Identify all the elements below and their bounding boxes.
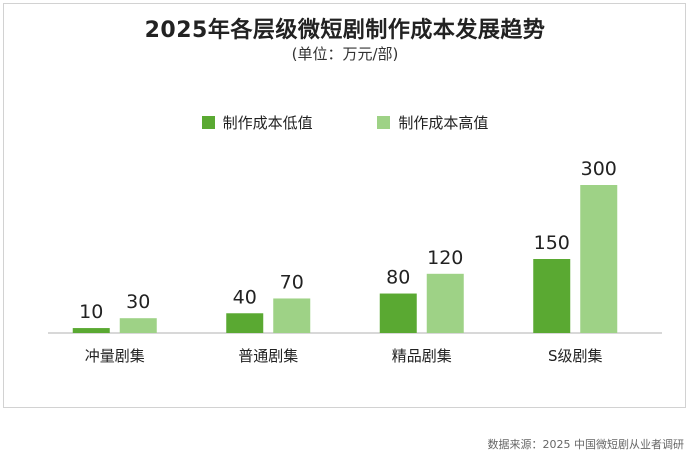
bar-low-2 — [379, 293, 417, 333]
data-label-low-1: 40 — [233, 286, 257, 308]
bar-high-3 — [580, 185, 618, 333]
data-label-high-3: 300 — [581, 158, 617, 180]
category-label-3: S级剧集 — [548, 347, 603, 365]
bar-high-1 — [273, 298, 311, 333]
category-label-2: 精品剧集 — [392, 347, 452, 365]
bar-low-0 — [72, 328, 110, 333]
chart-subtitle: (单位：万元/部) — [291, 45, 399, 63]
chart-frame — [3, 3, 686, 408]
legend-swatch-low — [201, 116, 215, 129]
bar-chart: 10 30 冲量剧集 40 70 普通剧集 80 120 精品剧集 150 300 S级剧集 — [48, 158, 662, 365]
legend-label-low: 制作成本低值 — [222, 114, 313, 132]
legend-label-high: 制作成本高值 — [398, 114, 489, 132]
legend-item-low: 制作成本低值 — [201, 112, 313, 133]
data-label-low-2: 80 — [386, 267, 410, 289]
data-label-high-0: 30 — [126, 291, 150, 313]
bar-high-2 — [426, 273, 464, 333]
chart-legend: 制作成本低值 制作成本高值 — [0, 112, 690, 133]
bar-low-1 — [226, 313, 264, 333]
legend-item-high: 制作成本高值 — [377, 112, 488, 133]
data-source-note: 数据来源：2025 中国微短剧从业者调研 — [487, 438, 685, 451]
data-label-high-2: 120 — [427, 247, 463, 269]
legend-swatch-high — [377, 116, 391, 129]
category-label-0: 冲量剧集 — [85, 347, 145, 365]
chart-title: 2025年各层级微短剧制作成本发展趋势 — [144, 18, 546, 43]
data-label-high-1: 70 — [280, 271, 304, 293]
data-label-low-3: 150 — [534, 232, 570, 254]
bar-high-0 — [119, 318, 157, 333]
category-label-1: 普通剧集 — [238, 347, 298, 365]
bar-low-3 — [533, 259, 571, 333]
data-label-low-0: 10 — [79, 301, 103, 323]
